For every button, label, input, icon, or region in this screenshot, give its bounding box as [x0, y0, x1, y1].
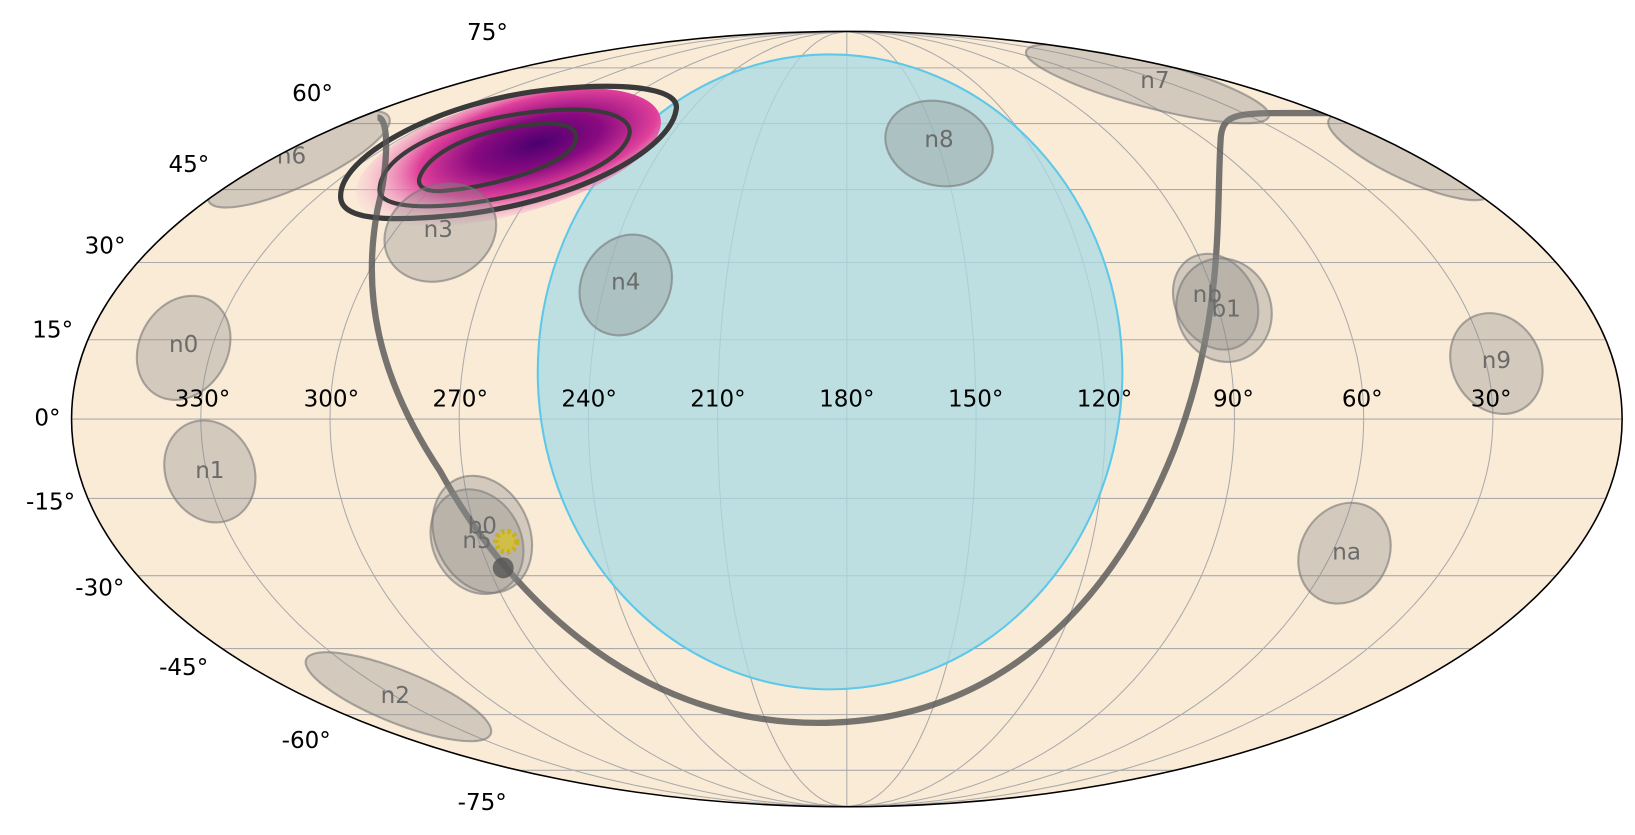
detector-label: n8 — [924, 127, 953, 153]
detector-fov — [1297, 501, 1392, 605]
meridian — [846, 31, 1236, 807]
longitude-label: 210° — [690, 387, 745, 413]
latitude-label: 75° — [467, 20, 508, 46]
detector-fov — [1449, 312, 1544, 416]
longitude-label: 330° — [175, 387, 230, 413]
detector-fov — [884, 99, 994, 188]
latitude-label: -60° — [282, 728, 331, 754]
detector-label: nb — [1193, 282, 1222, 308]
detector-fov — [1175, 257, 1273, 363]
latitude-label: 45° — [168, 152, 209, 178]
longitude-label: 150° — [948, 387, 1003, 413]
longitude-label: 120° — [1077, 387, 1132, 413]
longitude-label: 180° — [819, 387, 874, 413]
detector-label: n6 — [277, 144, 306, 170]
latitude-label: 15° — [32, 318, 73, 344]
sky-border — [70, 30, 1623, 808]
longitude-label: 30° — [1471, 387, 1512, 413]
detector-fov — [383, 182, 498, 283]
detectors: n0 n1 n2 n3 n4 n5 n6 n7 n8 n9 na nb b0 b1 — [135, 43, 1544, 743]
detector-label: na — [1332, 540, 1361, 566]
detector-label: n9 — [1482, 348, 1511, 374]
detector-fov — [163, 419, 257, 524]
detector-fov — [135, 294, 232, 401]
galactic-plane — [368, 109, 1331, 727]
moon — [492, 557, 514, 579]
latitude-label: 30° — [85, 234, 126, 260]
detector-label: n7 — [1140, 68, 1169, 94]
meridian — [846, 31, 1365, 807]
longitude-label: 270° — [432, 387, 487, 413]
longitude-label: 90° — [1213, 387, 1254, 413]
longitude-label: 240° — [561, 387, 616, 413]
overlays — [338, 53, 1331, 727]
detector-label: b1 — [1211, 297, 1240, 323]
contour-90 — [338, 83, 679, 222]
meridian — [200, 31, 847, 807]
latitude-label: -75° — [458, 790, 507, 816]
longitude-label: 300° — [304, 387, 359, 413]
detector-label: n0 — [169, 332, 198, 358]
contour-50 — [377, 107, 632, 209]
detector-label: n2 — [381, 683, 410, 709]
detector-label: n5 — [462, 528, 491, 554]
detector-fov — [1171, 252, 1260, 351]
meridian — [846, 31, 1494, 807]
longitude-label: 60° — [1342, 387, 1383, 413]
contour-10 — [416, 121, 579, 194]
detector-label: b0 — [468, 513, 497, 539]
latitude-label: -45° — [159, 655, 208, 681]
latitude-label: 60° — [292, 81, 333, 107]
latitude-label: -30° — [75, 575, 124, 601]
detector-label: n3 — [424, 217, 453, 243]
detector-fov — [578, 233, 674, 337]
labels: 75° 60° 45° 30° 15° 0° -15° -30° -45° -60° -75° 330… — [26, 20, 1512, 816]
latitude-label: 0° — [34, 406, 60, 432]
detector-label: n1 — [195, 458, 224, 484]
detector-label: n4 — [611, 269, 640, 295]
earth-occultation — [536, 53, 1124, 691]
detector-fov — [304, 651, 493, 743]
latitude-label: -15° — [26, 489, 75, 515]
sun — [493, 528, 520, 555]
